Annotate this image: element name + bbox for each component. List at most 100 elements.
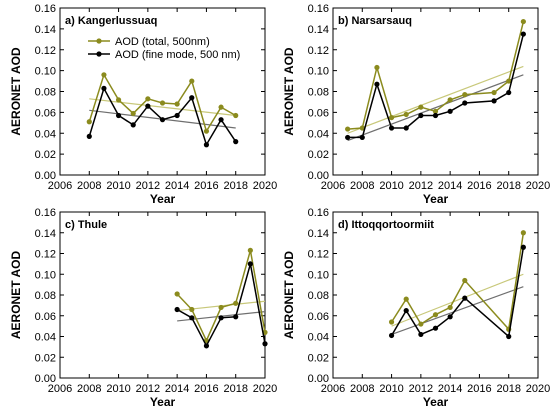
data-point	[101, 85, 107, 91]
data-point	[462, 100, 468, 106]
x-tick-label: 2018	[223, 180, 247, 192]
trend-line	[391, 273, 524, 327]
y-tick-label: 0.02	[308, 352, 329, 364]
y-tick-label: 0.00	[35, 170, 56, 182]
x-tick-label: 2016	[194, 383, 218, 395]
x-tick-label: 2012	[136, 180, 160, 192]
y-tick-label: 0.14	[308, 228, 329, 240]
data-point	[203, 128, 210, 134]
x-axis-label: Year	[150, 192, 176, 206]
data-point	[359, 125, 365, 131]
data-point	[189, 306, 195, 313]
data-point	[218, 117, 224, 123]
data-point	[159, 100, 166, 106]
y-tick-label: 0.10	[35, 66, 56, 78]
y-tick-label: 0.16	[35, 207, 56, 219]
trend-line	[89, 98, 236, 117]
y-tick-label: 0.16	[35, 3, 56, 15]
data-point	[262, 341, 268, 347]
data-point	[189, 315, 195, 321]
data-point	[247, 261, 253, 267]
x-tick-label: 2018	[223, 383, 247, 395]
data-point	[130, 110, 136, 117]
plot-frame	[59, 211, 266, 379]
series-line	[347, 33, 525, 139]
x-tick-label: 2014	[165, 383, 189, 395]
y-tick-label: 0.16	[308, 3, 329, 15]
trend-line	[347, 65, 524, 134]
data-point	[189, 95, 195, 101]
y-tick-label: 0.04	[308, 332, 329, 344]
series-line	[176, 263, 266, 348]
data-point	[388, 125, 395, 131]
data-point	[403, 111, 409, 118]
x-tick-label: 2016	[194, 180, 218, 192]
x-tick-label: 2006	[48, 180, 72, 192]
y-tick-label: 0.04	[308, 128, 329, 140]
data-point	[447, 314, 453, 320]
y-tick-label: 0.10	[35, 269, 56, 281]
series-line	[347, 21, 525, 130]
data-point	[520, 31, 526, 37]
y-tick-label: 0.12	[308, 249, 329, 261]
x-axis-label: Year	[423, 395, 449, 409]
y-tick-label: 0.00	[308, 170, 329, 182]
data-point	[388, 332, 395, 339]
plot-frame	[332, 211, 539, 379]
x-tick-label: 2018	[496, 180, 520, 192]
data-point	[388, 114, 395, 121]
data-point	[374, 64, 380, 71]
y-tick-label: 0.06	[35, 107, 56, 119]
x-tick-label: 2014	[165, 180, 189, 192]
data-point	[491, 89, 497, 96]
data-point	[189, 78, 195, 84]
data-point	[345, 126, 351, 132]
data-point	[174, 101, 180, 107]
y-axis-label: AERONET AOD	[9, 251, 23, 340]
y-tick-label: 0.06	[35, 311, 56, 323]
x-tick-label: 2008	[350, 180, 374, 192]
y-tick-label: 0.16	[308, 207, 329, 219]
data-point	[174, 112, 180, 119]
chart-panel-2: 0.00 0.02 0.04 0.06 0.08 0.10 0.12 0.14 0.16 2006…	[282, 3, 550, 206]
y-tick-label: 0.12	[35, 45, 56, 57]
data-point	[174, 306, 180, 313]
x-tick-label: 2006	[48, 383, 72, 395]
data-point	[432, 112, 439, 119]
data-point	[218, 304, 224, 311]
data-point	[174, 291, 180, 297]
y-tick-label: 0.02	[35, 149, 56, 161]
panel-title: b) Narsarsauq	[338, 15, 412, 27]
x-tick-label: 2014	[438, 180, 462, 192]
x-tick-label: 2012	[136, 383, 160, 395]
y-axis-label: AERONET AOD	[282, 251, 296, 340]
y-tick-label: 0.12	[35, 249, 56, 261]
data-point	[418, 331, 424, 338]
data-point	[506, 78, 512, 84]
data-point	[520, 244, 526, 250]
data-point	[115, 112, 122, 119]
data-point	[462, 277, 468, 284]
data-point	[233, 300, 239, 306]
panel-title: a) Kangerlussuaq	[65, 15, 157, 27]
data-point	[418, 104, 424, 110]
legend: AOD (total, 500nm)AOD (fine mode, 500 nm…	[88, 36, 240, 61]
data-point	[520, 230, 526, 236]
series-line	[390, 232, 525, 331]
data-point	[520, 18, 526, 25]
x-tick-label: 2010	[379, 383, 403, 395]
x-tick-label: 2008	[77, 180, 101, 192]
data-point	[203, 343, 210, 349]
chart-panel-4: 0.00 0.02 0.04 0.06 0.08 0.10 0.12 0.14 0.16 2006…	[282, 207, 550, 409]
plot-frame	[59, 7, 266, 176]
data-point	[203, 142, 210, 148]
data-point	[359, 134, 365, 141]
data-point	[233, 139, 239, 145]
x-axis-label: Year	[423, 192, 449, 206]
x-tick-label: 2006	[321, 180, 345, 192]
legend-marker	[96, 38, 102, 44]
y-tick-label: 0.08	[35, 290, 56, 302]
y-tick-label: 0.06	[308, 107, 329, 119]
data-point	[233, 112, 239, 119]
data-point	[432, 325, 439, 331]
